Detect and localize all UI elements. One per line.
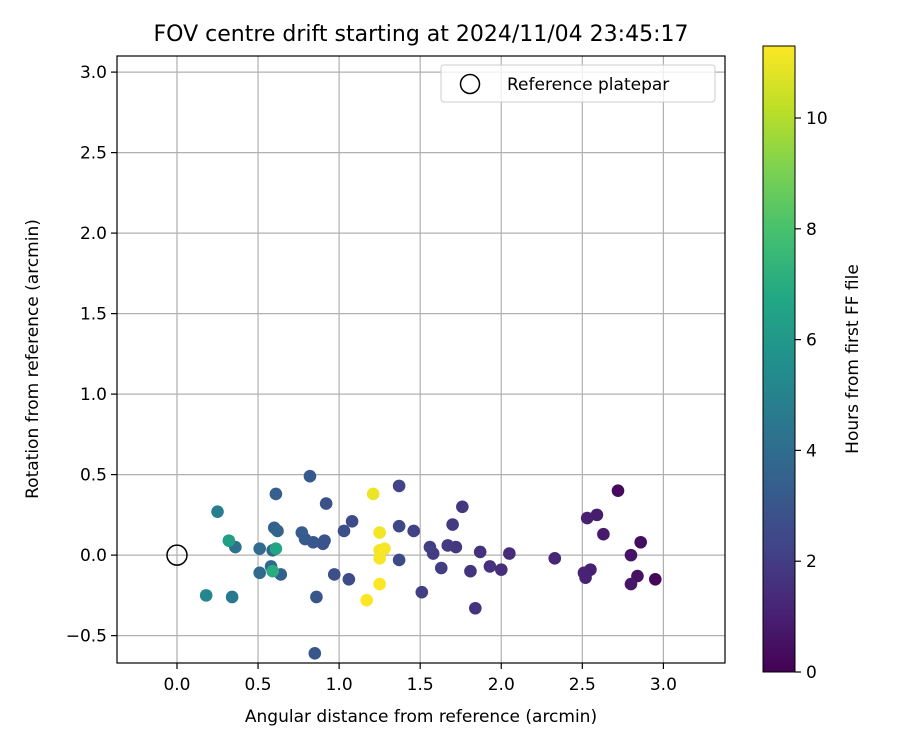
data-point [597,527,610,541]
colorbar-tick-label: 10 [806,109,828,129]
x-tick-label: 1.5 [407,675,434,695]
data-point [378,542,391,555]
data-point [199,589,213,602]
data-point [548,552,562,565]
data-point [503,547,516,560]
scatter-points [166,469,662,660]
x-tick-label: 2.0 [488,675,515,695]
data-point [464,564,477,578]
colorbar: 0 2 4 6 8 10 Hours from first FF file [762,45,863,683]
x-axis-label: Angular distance from reference (arcmin) [245,707,597,727]
data-point [308,647,322,660]
colorbar-tick-label: 4 [806,441,817,461]
data-point [342,572,356,586]
y-tick-label: 3.0 [80,63,107,83]
colorbar-gradient [762,45,796,673]
data-point [253,566,266,580]
data-point [211,505,224,518]
x-tick-label: 2.5 [569,675,596,695]
data-point [434,561,448,575]
data-point [373,552,386,565]
data-point [473,545,487,559]
data-point [441,539,455,552]
data-point [327,568,341,581]
y-tick-label: 0.0 [80,546,107,566]
grid-lines [117,56,725,663]
data-point [456,500,469,514]
colorbar-tick-label: 6 [806,331,817,351]
y-axis-ticks: −0.5 0.0 0.5 1.0 1.5 2.0 2.5 3.0 [66,63,117,647]
data-point [373,577,386,591]
data-point [423,540,437,554]
legend: Reference platepar [440,64,716,103]
data-point [337,524,351,538]
data-point [446,518,459,531]
reference-platepar-marker [166,544,188,566]
data-point [634,535,647,549]
data-point [345,515,359,528]
x-tick-label: 1.0 [326,675,353,695]
data-point [392,553,406,567]
data-point [469,601,482,615]
data-point [266,564,279,578]
data-point [303,469,317,483]
y-tick-label: 0.5 [80,466,107,486]
data-point [415,585,429,599]
data-point [295,526,309,539]
data-point [269,542,283,555]
x-tick-label: 0.0 [163,675,190,695]
data-point [316,537,330,551]
data-point [648,572,662,586]
plot-frame [116,55,726,664]
y-tick-label: 2.0 [80,224,107,244]
colorbar-tick-label: 2 [806,552,817,572]
data-point [392,519,406,533]
y-axis-label: Rotation from reference (arcmin) [23,219,43,499]
data-point [373,526,386,539]
chart-title: FOV centre drift starting at 2024/11/04 … [154,22,689,47]
y-tick-label: 2.5 [80,144,107,164]
data-point [222,534,236,547]
legend-marker-reference [459,73,481,95]
data-point [494,563,508,576]
data-point [579,571,592,584]
data-point [580,511,594,525]
data-point [360,593,373,607]
x-tick-label: 0.5 [245,675,272,695]
colorbar-label: Hours from first FF file [843,264,863,454]
data-point [624,548,638,562]
data-point [319,497,333,510]
data-point [407,524,421,538]
y-tick-label: −0.5 [66,627,107,647]
y-tick-label: 1.5 [80,305,107,325]
data-point [271,524,284,538]
data-point [590,508,604,522]
data-point [624,577,638,591]
data-point [269,487,283,501]
data-point [310,590,323,604]
data-point [366,487,380,501]
y-tick-label: 1.0 [80,385,107,405]
legend-box [440,64,716,103]
x-axis-ticks: 0.0 0.5 1.0 1.5 2.0 2.5 3.0 [163,663,677,695]
data-point [392,479,406,493]
data-point [253,542,266,555]
colorbar-ticks: 0 2 4 6 8 10 [795,109,828,683]
legend-label-reference: Reference platepar [507,75,669,95]
data-point [225,590,239,604]
x-tick-label: 3.0 [650,675,677,695]
colorbar-tick-label: 0 [806,663,817,683]
colorbar-tick-label: 8 [806,220,817,240]
data-point [611,484,625,498]
data-point [483,560,497,573]
